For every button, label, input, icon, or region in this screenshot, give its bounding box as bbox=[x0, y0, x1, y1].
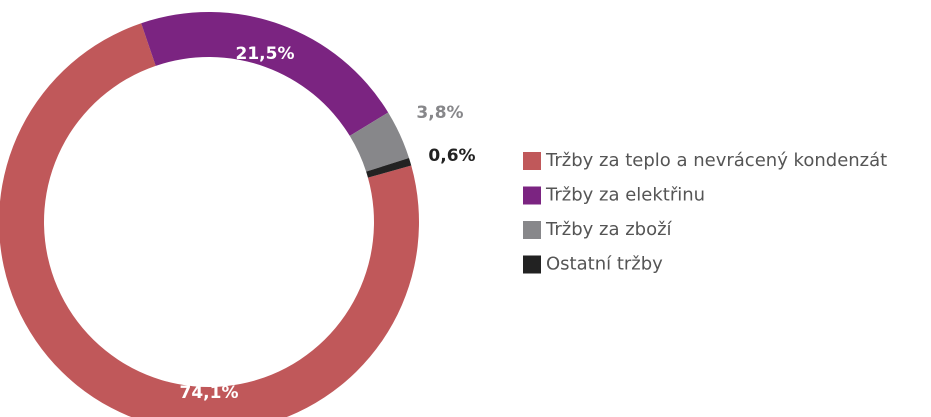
donut-segment bbox=[366, 157, 412, 178]
legend-swatch bbox=[523, 152, 541, 170]
legend-label: Tržby za teplo a nevrácený kondenzát bbox=[545, 150, 887, 171]
donut-segment bbox=[349, 112, 409, 172]
legend-label: Ostatní tržby bbox=[546, 254, 663, 275]
legend-swatch bbox=[523, 255, 541, 274]
value-label: 0,6% bbox=[428, 146, 475, 166]
legend-swatch bbox=[523, 186, 541, 205]
legend-label: Tržby za elektřinu bbox=[545, 185, 705, 206]
donut-segment bbox=[141, 11, 389, 136]
legend-swatch bbox=[523, 221, 541, 239]
value-label: 3,8% bbox=[416, 103, 463, 123]
value-label: 74,1% bbox=[180, 383, 239, 403]
legend-label: Tržby za zboží bbox=[545, 219, 673, 240]
value-label: 21,5% bbox=[236, 44, 295, 64]
